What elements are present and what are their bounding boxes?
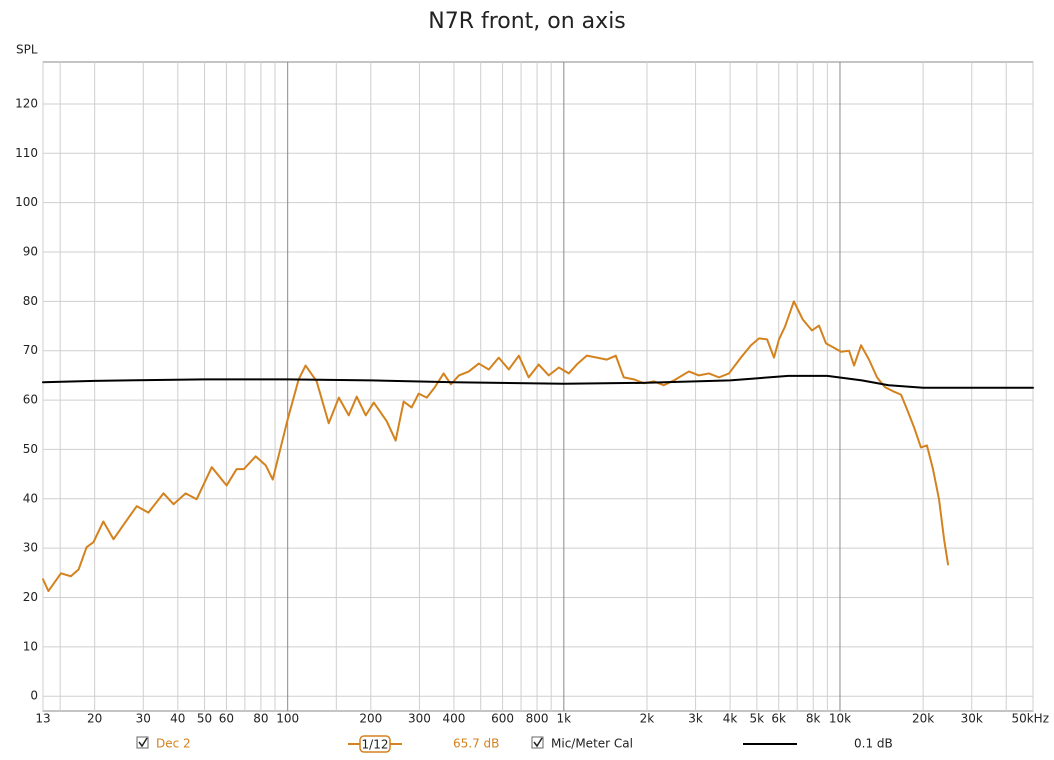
x-tick-label: 4k: [723, 712, 738, 726]
checkbox[interactable]: [531, 736, 544, 749]
x-tick-label: 30k: [961, 712, 983, 726]
smoothing-box[interactable]: [359, 735, 391, 753]
y-axis-label: SPL: [16, 43, 38, 57]
series-line: [42, 374, 1034, 389]
y-tick-label: 60: [23, 393, 38, 407]
y-tick-label: 80: [23, 294, 38, 308]
check-mark: [533, 737, 543, 748]
x-tick-label: 400: [442, 712, 465, 726]
y-tick-label: 10: [23, 639, 38, 653]
y-tick-label: 40: [23, 491, 38, 505]
smoothing-label: 1/12: [362, 738, 389, 752]
x-tick-label: 30: [136, 712, 151, 726]
y-tick-label: 30: [23, 541, 38, 555]
y-tick-label: 70: [23, 343, 38, 357]
x-tick-label: 60: [219, 712, 234, 726]
x-tick-label: 8k: [806, 712, 821, 726]
y-tick-label: 50: [23, 442, 38, 456]
y-tick-label: 20: [23, 590, 38, 604]
plot-area: [42, 61, 1034, 712]
x-tick-label: 40: [170, 712, 185, 726]
x-tick-label: 50kHz: [1011, 712, 1049, 726]
checkbox[interactable]: [136, 736, 149, 749]
legend-label: Dec 2: [156, 737, 191, 751]
y-tick-label: 110: [15, 146, 38, 160]
y-tick-label: 90: [23, 245, 38, 259]
x-tick-label: 13: [35, 712, 50, 726]
x-tick-label: 100: [276, 712, 299, 726]
x-tick-label: 20: [87, 712, 102, 726]
x-tick-label: 50: [197, 712, 212, 726]
x-tick-label: 2k: [640, 712, 655, 726]
x-tick-label: 600: [491, 712, 514, 726]
x-tick-label: 200: [359, 712, 382, 726]
y-tick-label: 0: [30, 689, 38, 703]
x-tick-label: 800: [526, 712, 549, 726]
legend: Dec 2 1/12 65.7 dB Mic/Meter Cal 0.1 dB: [136, 735, 893, 753]
grid: 0 10 20 30 40 50 60 70 80 90 100 110 120 13 20 30 40 50 60…: [15, 62, 1049, 726]
x-tick-label: 20k: [912, 712, 934, 726]
chart-title: N7R front, on axis: [428, 9, 626, 34]
x-tick-label: 10k: [829, 712, 851, 726]
series-lines: [42, 300, 1034, 593]
x-tick-label: 1k: [557, 712, 572, 726]
series-line: [42, 300, 950, 593]
x-tick-label: 6k: [771, 712, 786, 726]
y-tick-label: 100: [15, 195, 38, 209]
x-tick-label: 5k: [750, 712, 765, 726]
legend-level: 65.7 dB: [453, 737, 499, 751]
check-mark: [138, 737, 148, 748]
x-tick-label: 80: [253, 712, 268, 726]
x-tick-label: 3k: [688, 712, 703, 726]
legend-label: Mic/Meter Cal: [551, 737, 633, 751]
x-tick-label: 300: [408, 712, 431, 726]
y-tick-label: 120: [15, 96, 38, 110]
legend-level: 0.1 dB: [854, 737, 893, 751]
